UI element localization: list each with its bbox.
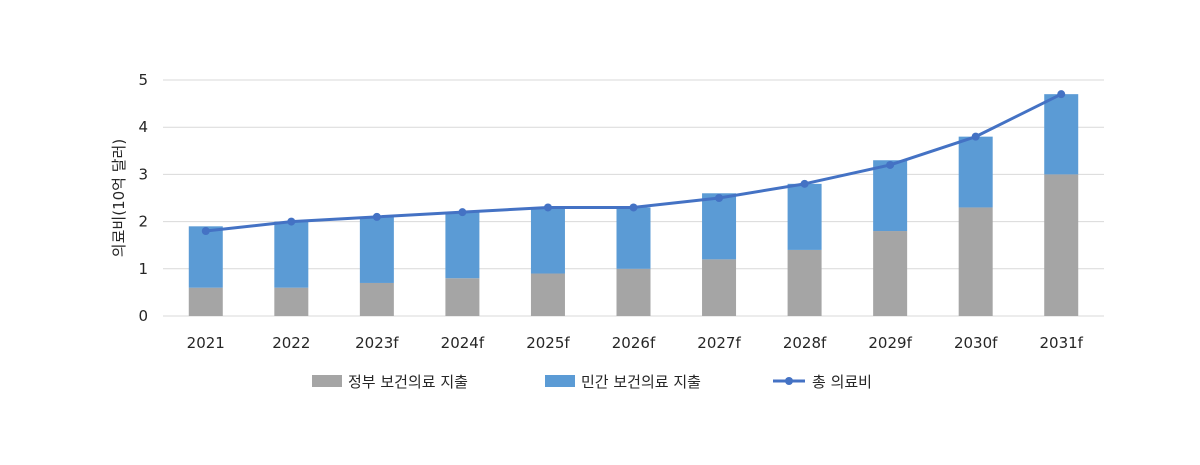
bar-private-spending	[873, 160, 908, 232]
bars	[188, 94, 1079, 316]
y-tick-label: 3	[138, 165, 148, 183]
total-line-point	[886, 160, 895, 169]
bar-government-spending	[530, 273, 565, 316]
bar-private-spending	[445, 212, 480, 279]
legend-government: 정부 보건의료 지출	[312, 373, 468, 391]
bar-private-spending	[958, 136, 993, 208]
x-tick-label: 2025f	[526, 334, 570, 352]
y-tick-label: 2	[138, 213, 148, 231]
bar-government-spending	[616, 268, 651, 316]
bar-government-spending	[1044, 174, 1079, 316]
bar-private-spending	[616, 207, 651, 269]
bar-private-spending	[359, 216, 394, 283]
bar-government-spending	[188, 287, 223, 316]
x-tick-label: 2026f	[612, 334, 656, 352]
x-tick-label: 2021	[187, 334, 225, 352]
bar-government-spending	[274, 287, 309, 316]
bar-government-spending	[873, 231, 908, 316]
bar-government-spending	[359, 282, 394, 316]
bar-private-spending	[702, 193, 737, 260]
x-tick-label: 2030f	[954, 334, 998, 352]
y-axis-title: 의료비(10억 달러)	[110, 139, 128, 257]
total-line-point	[458, 208, 467, 217]
total-line-point	[800, 179, 809, 188]
y-tick-label: 0	[138, 307, 148, 325]
legend-swatch	[545, 375, 575, 387]
total-line-point	[715, 194, 724, 202]
bar-government-spending	[445, 278, 480, 316]
bar-government-spending	[787, 249, 822, 316]
legend-swatch	[312, 375, 342, 387]
legend-private: 민간 보건의료 지출	[545, 373, 701, 391]
bar-private-spending	[787, 183, 822, 250]
y-tick-label: 1	[138, 260, 148, 278]
bar-private-spending	[1044, 94, 1079, 175]
total-line-point	[629, 203, 638, 212]
bar-private-spending	[530, 207, 565, 274]
legend-label: 총 의료비	[812, 373, 872, 391]
total-line-point	[287, 217, 296, 226]
x-tick-label: 2031f	[1039, 334, 1083, 352]
legend-marker	[785, 377, 793, 385]
legend-label: 정부 보건의료 지출	[348, 373, 468, 391]
total-line-point	[1057, 90, 1066, 99]
y-tick-label: 4	[138, 118, 148, 136]
x-tick-label: 2023f	[355, 334, 399, 352]
x-tick-label: 2022	[272, 334, 310, 352]
bar-government-spending	[702, 259, 737, 316]
total-line-point	[971, 132, 980, 141]
legend: 정부 보건의료 지출 민간 보건의료 지출 총 의료비	[312, 373, 872, 391]
x-tick-label: 2028f	[783, 334, 827, 352]
x-tick-label: 2027f	[697, 334, 741, 352]
y-tick-label: 5	[138, 71, 148, 89]
x-tick-label: 2029f	[868, 334, 912, 352]
bar-private-spending	[274, 221, 309, 288]
legend-total: 총 의료비	[773, 373, 872, 391]
total-line-point	[201, 227, 210, 236]
x-axis-ticks: 2021 2022 2023f 2024f 2025f 2026f 2027f 2028f 20…	[187, 334, 1084, 352]
x-tick-label: 2024f	[441, 334, 485, 352]
y-axis-ticks: 0 1 2 3 4 5	[138, 71, 148, 325]
total-line	[201, 90, 1066, 236]
bar-government-spending	[958, 207, 993, 316]
legend-label: 민간 보건의료 지출	[581, 373, 701, 391]
bar-private-spending	[188, 226, 223, 288]
total-line-point	[372, 212, 381, 221]
total-line-point	[543, 203, 552, 212]
